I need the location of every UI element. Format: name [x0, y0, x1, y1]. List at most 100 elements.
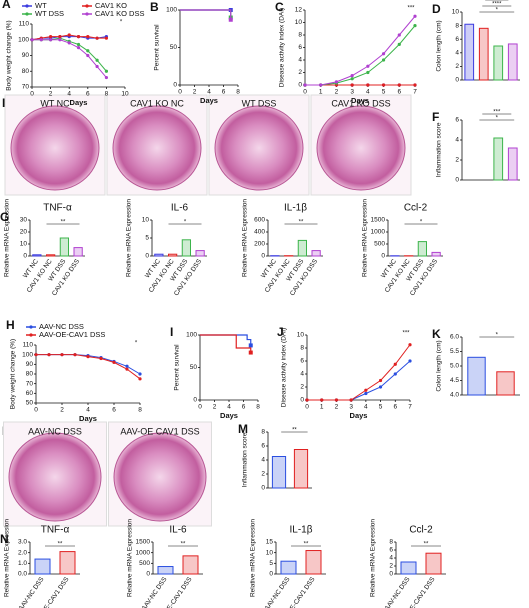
y-tick-label: 70 [26, 380, 34, 387]
x-tick-label: 6 [112, 407, 116, 414]
significance: *** [493, 110, 501, 116]
data-point [86, 53, 90, 58]
x-tick-label: 6 [393, 404, 397, 411]
bar [464, 23, 475, 81]
survival-curve [200, 334, 252, 353]
x-tick-label: 8 [138, 407, 142, 414]
y-tick-label: 0 [381, 253, 385, 260]
y-tick-label: 80 [26, 371, 34, 378]
bar [400, 561, 417, 575]
data-point [378, 385, 383, 389]
data-point [47, 353, 51, 357]
y-tick-label: 2 [389, 563, 393, 570]
y-tick-label: 500 [374, 241, 385, 248]
data-point [95, 36, 99, 40]
y-axis-label: Inflammation score [436, 122, 443, 177]
image-label: WT DSS [242, 98, 277, 108]
significance: **** [492, 2, 502, 8]
x-tick-label: 4 [227, 404, 231, 411]
tissue-section [316, 105, 406, 191]
y-tick-label: 1000 [371, 229, 386, 236]
data-point [76, 35, 81, 39]
y-tick-label: 4 [455, 137, 459, 144]
x-tick-label: AAV-NC DSS [18, 576, 46, 608]
data-point [104, 69, 108, 73]
data-point [86, 49, 90, 53]
x-tick-label: 6 [242, 404, 246, 411]
chart-title: Ccl-2 [404, 203, 428, 214]
end-point [248, 343, 253, 348]
y-tick-label: 50 [26, 400, 34, 407]
data-point [58, 38, 62, 42]
chart-title: TNF-α [43, 203, 72, 214]
y-tick-label: 12 [295, 7, 303, 14]
data-point [104, 75, 108, 80]
bar [478, 27, 489, 81]
bar [195, 250, 205, 257]
y-tick-label: 400 [254, 229, 265, 236]
y-tick-label: 0 [269, 571, 273, 578]
data-point [138, 377, 142, 381]
panel-label: B [150, 0, 159, 14]
y-tick-label: 6 [300, 358, 304, 365]
y-tick-label: 2 [455, 157, 459, 164]
panel-label: M [238, 422, 248, 436]
y-tick-label: 4.5 [450, 377, 459, 384]
significance: ** [61, 220, 66, 226]
bar [280, 560, 297, 575]
y-tick-label: 8 [261, 429, 265, 436]
y-axis-label: Body weight change (%) [6, 20, 13, 90]
chart-title: Ccl-2 [409, 525, 433, 536]
data-point [334, 80, 339, 84]
y-tick-label: 0 [145, 253, 149, 260]
y-tick-label: 2 [300, 384, 304, 391]
tissue-section [10, 105, 100, 191]
x-tick-label: 6 [222, 89, 226, 96]
y-tick-label: 0 [389, 571, 393, 578]
y-tick-label: 4 [261, 457, 265, 464]
bar [157, 566, 174, 575]
y-tick-label: 8 [298, 32, 302, 39]
significance: ** [181, 542, 186, 548]
x-tick-label: 10 [121, 91, 129, 98]
data-point [104, 36, 108, 40]
chart-title: IL-6 [169, 525, 187, 536]
data-point [67, 33, 71, 37]
y-tick-label: 15 [266, 539, 274, 546]
x-tick-label: 8 [256, 404, 260, 411]
data-point [303, 83, 307, 87]
legend-marker [29, 325, 33, 329]
y-tick-label: 6 [261, 443, 265, 450]
data-point [39, 38, 43, 42]
bar [305, 550, 322, 575]
y-axis-label: Colon length (cm) [436, 20, 443, 71]
bar [493, 137, 504, 181]
bar [425, 552, 442, 575]
tissue-section [112, 105, 202, 191]
y-tick-label: 600 [254, 217, 265, 224]
significance: * [184, 220, 187, 226]
y-tick-label: 4 [455, 50, 459, 57]
y-tick-label: 70 [22, 84, 30, 91]
x-axis-label: Days [350, 411, 368, 420]
x-tick-label: AAV-NC DSS [141, 576, 169, 608]
legend-label: WT [35, 1, 47, 10]
panel-label: I [170, 325, 173, 339]
x-tick-label: 7 [408, 404, 412, 411]
legend-label: AAV-OE-CAV1 DSS [39, 330, 105, 339]
y-axis-label: Relative mRNA Expression [242, 199, 249, 277]
x-axis-label: Days [200, 96, 218, 105]
data-point [60, 353, 64, 357]
y-tick-label: 8 [455, 22, 459, 29]
data-point [334, 398, 339, 402]
legend-marker [85, 4, 89, 8]
data-point [76, 42, 81, 47]
bar [32, 254, 42, 257]
bar [467, 356, 486, 396]
bar [507, 147, 518, 181]
data-point [76, 46, 81, 50]
y-axis-label: Body weight change (%) [10, 339, 17, 409]
y-tick-label: 4 [300, 371, 304, 378]
y-tick-label: 0 [23, 253, 27, 260]
